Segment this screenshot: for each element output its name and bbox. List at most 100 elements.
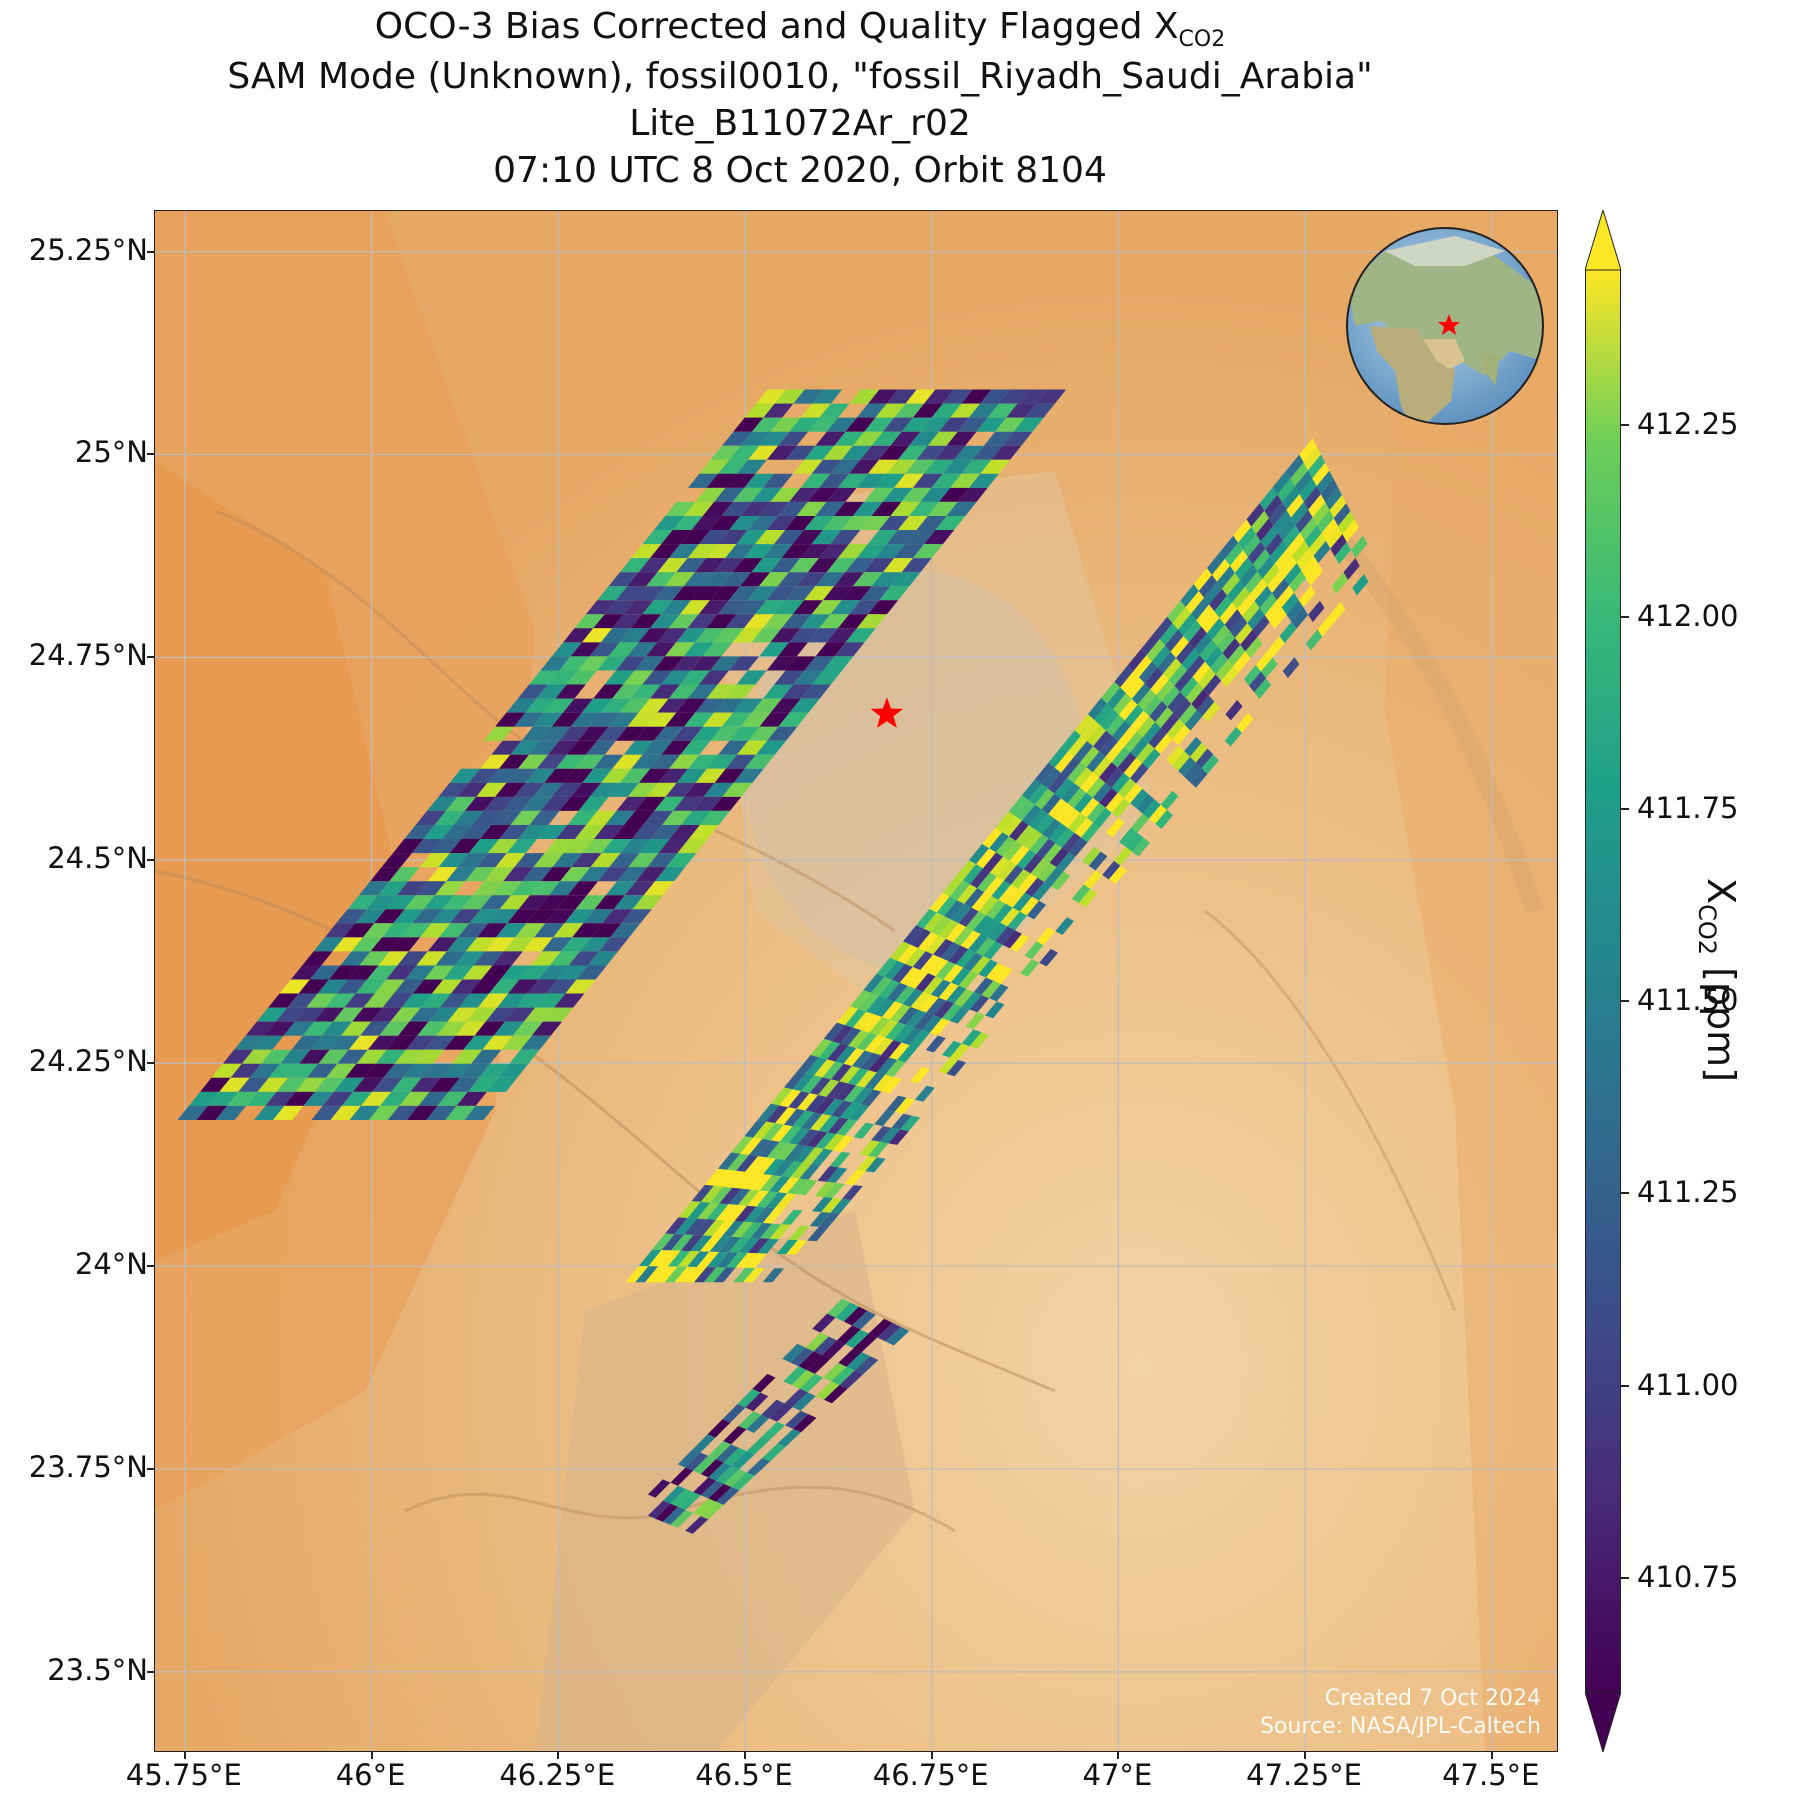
xco2-pixel [875,544,906,559]
xco2-pixel [344,993,375,1008]
xco2-pixel [563,628,594,643]
xco2-pixel [653,516,684,530]
xco2-pixel [309,965,341,980]
xco2-pixel [287,1063,319,1078]
xco2-pixel [417,1021,448,1036]
xco2-pixel [995,811,1016,833]
xco2-pixel [435,951,466,966]
xco2-pixel [1157,651,1176,674]
xco2-pixel [1300,517,1317,541]
xco2-pixel [758,1140,780,1158]
xco2-pixel [1160,790,1179,810]
xco2-pixel [925,935,946,955]
xco2-soundings[interactable] [177,389,1369,1534]
xco2-pixel [619,628,650,643]
xco2-pixel [926,997,947,1016]
xco2-pixel [931,403,962,418]
xco2-pixel [909,501,939,516]
swath-3[interactable] [647,1298,910,1534]
xco2-pixel [632,895,663,910]
xco2-pixel [823,1182,845,1198]
xco2-pixel [761,1421,786,1440]
xco2-pixel [702,642,733,657]
xco2-pixel [876,1057,898,1075]
lon-tick-mark [1490,1752,1493,1759]
xco2-pixel [680,670,711,685]
xco2-pixel [638,1249,662,1267]
swath-1[interactable] [177,389,1067,1121]
xco2-pixel [810,1038,832,1058]
xco2-pixel [897,1007,919,1025]
xco2-pixel [624,881,655,896]
xco2-pixel [789,417,820,432]
xco2-pixel [729,516,759,530]
xco2-pixel [405,965,436,980]
xco2-pixel [849,389,880,404]
xco2-pixel [841,516,872,530]
xco2-pixel [616,726,647,741]
xco2-pixel [806,1355,831,1374]
xco2-pixel [706,1252,729,1268]
xco2-pixel [693,1477,717,1496]
xco2-pixel [847,1068,869,1086]
xco2-pixel [849,459,880,474]
xco2-pixel [978,896,999,916]
xco2-pixel [916,445,947,460]
xco2-pixel [868,1318,893,1338]
xco2-pixel [599,937,630,952]
xco2-pixel [1102,860,1121,880]
xco2-pixel [1343,558,1360,580]
xco2-pixel [1286,600,1304,622]
xco2-pixel [268,993,299,1008]
target-star-marker[interactable] [870,697,903,728]
xco2-pixel [723,1447,747,1466]
xco2-pixel [985,899,1006,919]
colorbar-tick-label: 410.75 [1637,1559,1739,1594]
xco2-pixel [303,1091,334,1106]
xco2-pixel [574,754,605,769]
xco2-pixel [826,558,857,573]
xco2-pixel [1230,550,1248,573]
xco2-pixel [1272,470,1291,495]
xco2-pixel [1062,832,1081,853]
xco2-pixel [1262,563,1280,586]
xco2-pixel [958,970,979,989]
xco2-pixel [759,1223,782,1239]
xco2-pixel [736,530,767,545]
title-subscript: CO2 [1178,27,1226,53]
xco2-pixel [291,1035,322,1050]
xco2-pixel [631,684,662,699]
xco2-pixel [574,614,605,629]
swath-2[interactable] [625,438,1369,1283]
xco2-pixel [867,459,898,474]
xco2-pixel [374,909,405,924]
xco2-pixel [1229,616,1248,638]
xco2-pixel [933,938,954,958]
lat-tick-mark [147,859,154,862]
xco2-pixel [1298,585,1316,608]
map-panel[interactable]: Created 7 Oct 2024 Source: NASA/JPL-Calt… [154,210,1558,1752]
xco2-pixel [745,1392,769,1412]
xco2-pixel [702,572,733,587]
xco2-pixel [653,726,684,741]
xco2-pixel [406,1035,437,1050]
xco2-pixel [458,993,490,1008]
xco2-pixel [676,628,707,643]
xco2-pixel [1124,704,1144,726]
xco2-pixel [976,848,996,869]
xco2-pixel [421,1063,452,1078]
xco2-pixel [757,1238,779,1254]
xco2-pixel [751,487,782,502]
xco2-pixel [655,1503,678,1522]
xco2-pixel [650,544,681,559]
xco2-pixel [840,1027,862,1046]
xco2-pixel [950,403,981,418]
xco2-pixel [725,614,756,629]
xco2-pixel [697,1202,720,1220]
xco2-pixel [1277,478,1295,503]
xco2-pixel [752,417,783,432]
map-canvas[interactable] [155,211,1558,1752]
xco2-pixel [886,389,917,404]
xco2-pixel [778,1177,800,1194]
xco2-pixel [738,1411,762,1430]
